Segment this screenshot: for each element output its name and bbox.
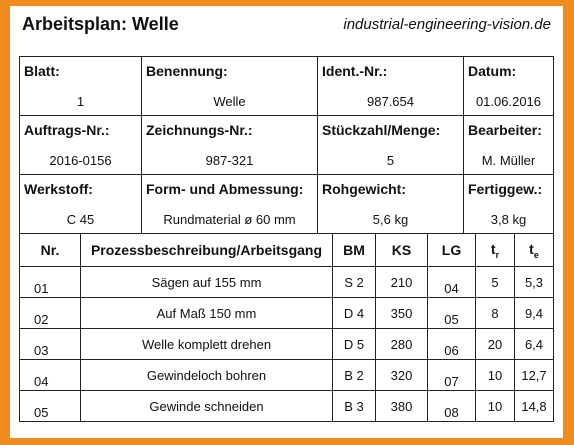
field-value: Welle	[213, 94, 246, 109]
table-row: 01 Sägen auf 155 mm S 2 210 04 5 5,3	[19, 266, 554, 298]
header-info-table: Blatt: 1 Benennung: Welle Ident.-Nr.: 987.654…	[19, 56, 554, 234]
cell-bm: D 4	[332, 297, 376, 329]
cell-lg: 07	[427, 359, 476, 391]
column-header-tr: tr	[475, 233, 515, 267]
field-label: Stückzahl/Menge:	[322, 122, 441, 138]
cell-nr: 02	[19, 297, 81, 329]
field-stueckzahl: Stückzahl/Menge: 5	[317, 115, 464, 175]
column-header-process: Prozessbeschreibung/Arbeitsgang	[80, 233, 333, 267]
field-label: Auftrags-Nr.:	[24, 122, 110, 138]
document-header: Arbeitsplan: Welle industrial-engineerin…	[10, 6, 563, 44]
field-label: Bearbeiter:	[468, 122, 542, 138]
cell-ks: 350	[375, 297, 428, 329]
field-label: Form- und Abmessung:	[146, 181, 304, 197]
cell-te: 14,8	[514, 390, 554, 422]
column-header-nr: Nr.	[19, 233, 81, 267]
field-value: 5,6 kg	[372, 212, 409, 227]
cell-nr: 01	[19, 266, 81, 298]
field-datum: Datum: 01.06.2016	[463, 56, 554, 116]
field-zeichnungs-nr: Zeichnungs-Nr.: 987-321	[141, 115, 318, 175]
table-row: 03 Welle komplett drehen D 5 280 06 20 6,4	[19, 328, 554, 360]
cell-process: Gewindeloch bohren	[80, 359, 333, 391]
field-benennung: Benennung: Welle	[141, 56, 318, 116]
cell-lg: 04	[427, 266, 476, 298]
column-header-bm: BM	[332, 233, 376, 267]
header-info-row: Werkstoff: C 45 Form- und Abmessung: Rundma…	[19, 174, 554, 234]
field-label: Benennung:	[146, 63, 228, 79]
header-info-row: Auftrags-Nr.: 2016-0156 Zeichnungs-Nr.: 987…	[19, 115, 554, 175]
cell-tr: 20	[475, 328, 515, 360]
cell-process: Welle komplett drehen	[80, 328, 333, 360]
field-label: Zeichnungs-Nr.:	[146, 122, 253, 138]
field-rohgewicht: Rohgewicht: 5,6 kg	[317, 174, 464, 234]
field-label: Ident.-Nr.:	[322, 63, 388, 79]
field-value: M. Müller	[481, 153, 536, 168]
cell-lg: 08	[427, 390, 476, 422]
cell-nr: 04	[19, 359, 81, 391]
header-info-row: Blatt: 1 Benennung: Welle Ident.-Nr.: 987.654…	[19, 56, 554, 116]
field-blatt: Blatt: 1	[19, 56, 142, 116]
field-value: 2016-0156	[49, 153, 112, 168]
field-fertiggewicht: Fertiggew.: 3,8 kg	[463, 174, 554, 234]
cell-te: 6,4	[514, 328, 554, 360]
field-ident-nr: Ident.-Nr.: 987.654	[317, 56, 464, 116]
cell-bm: B 3	[332, 390, 376, 422]
cell-ks: 320	[375, 359, 428, 391]
column-header-ks: KS	[375, 233, 428, 267]
field-form-abmessung: Form- und Abmessung: Rundmaterial ø 60 mm	[141, 174, 318, 234]
field-label: Werkstoff:	[24, 181, 93, 197]
field-value: 1	[76, 94, 85, 109]
field-value: C 45	[66, 212, 95, 227]
field-value: Rundmaterial ø 60 mm	[163, 212, 296, 227]
column-header-te: te	[514, 233, 554, 267]
field-value: 01.06.2016	[475, 94, 542, 109]
field-label: Rohgewicht:	[322, 181, 406, 197]
cell-lg: 05	[427, 297, 476, 329]
cell-ks: 380	[375, 390, 428, 422]
cell-process: Sägen auf 155 mm	[80, 266, 333, 298]
cell-bm: B 2	[332, 359, 376, 391]
field-label: Fertiggew.:	[468, 181, 543, 197]
field-value: 5	[386, 153, 395, 168]
cell-bm: S 2	[332, 266, 376, 298]
table-row: 04 Gewindeloch bohren B 2 320 07 10 12,7	[19, 359, 554, 391]
table-row: 02 Auf Maß 150 mm D 4 350 05 8 9,4	[19, 297, 554, 329]
cell-ks: 280	[375, 328, 428, 360]
document-title: Arbeitsplan: Welle	[22, 14, 179, 34]
cell-ks: 210	[375, 266, 428, 298]
field-value: 987.654	[367, 94, 414, 109]
field-auftrags-nr: Auftrags-Nr.: 2016-0156	[19, 115, 142, 175]
column-header-lg: LG	[427, 233, 476, 267]
cell-process: Gewinde schneiden	[80, 390, 333, 422]
field-bearbeiter: Bearbeiter: M. Müller	[463, 115, 554, 175]
cell-nr: 05	[19, 390, 81, 422]
field-label: Blatt:	[24, 63, 60, 79]
cell-tr: 10	[475, 390, 515, 422]
field-label: Datum:	[468, 63, 517, 79]
cell-tr: 10	[475, 359, 515, 391]
field-value: 3,8 kg	[490, 212, 527, 227]
operations-table: Nr. Prozessbeschreibung/Arbeitsgang BM K…	[19, 233, 554, 422]
operations-header-row: Nr. Prozessbeschreibung/Arbeitsgang BM K…	[19, 233, 554, 267]
cell-te: 5,3	[514, 266, 554, 298]
table-row: 05 Gewinde schneiden B 3 380 08 10 14,8	[19, 390, 554, 422]
cell-te: 9,4	[514, 297, 554, 329]
cell-te: 12,7	[514, 359, 554, 391]
cell-nr: 03	[19, 328, 81, 360]
cell-bm: D 5	[332, 328, 376, 360]
cell-tr: 8	[475, 297, 515, 329]
field-value: 987-321	[205, 153, 254, 168]
field-werkstoff: Werkstoff: C 45	[19, 174, 142, 234]
cell-process: Auf Maß 150 mm	[80, 297, 333, 329]
cell-lg: 06	[427, 328, 476, 360]
cell-tr: 5	[475, 266, 515, 298]
website-label: industrial-engineering-vision.de	[343, 16, 551, 33]
work-plan-sheet: Arbeitsplan: Welle industrial-engineerin…	[10, 6, 563, 438]
